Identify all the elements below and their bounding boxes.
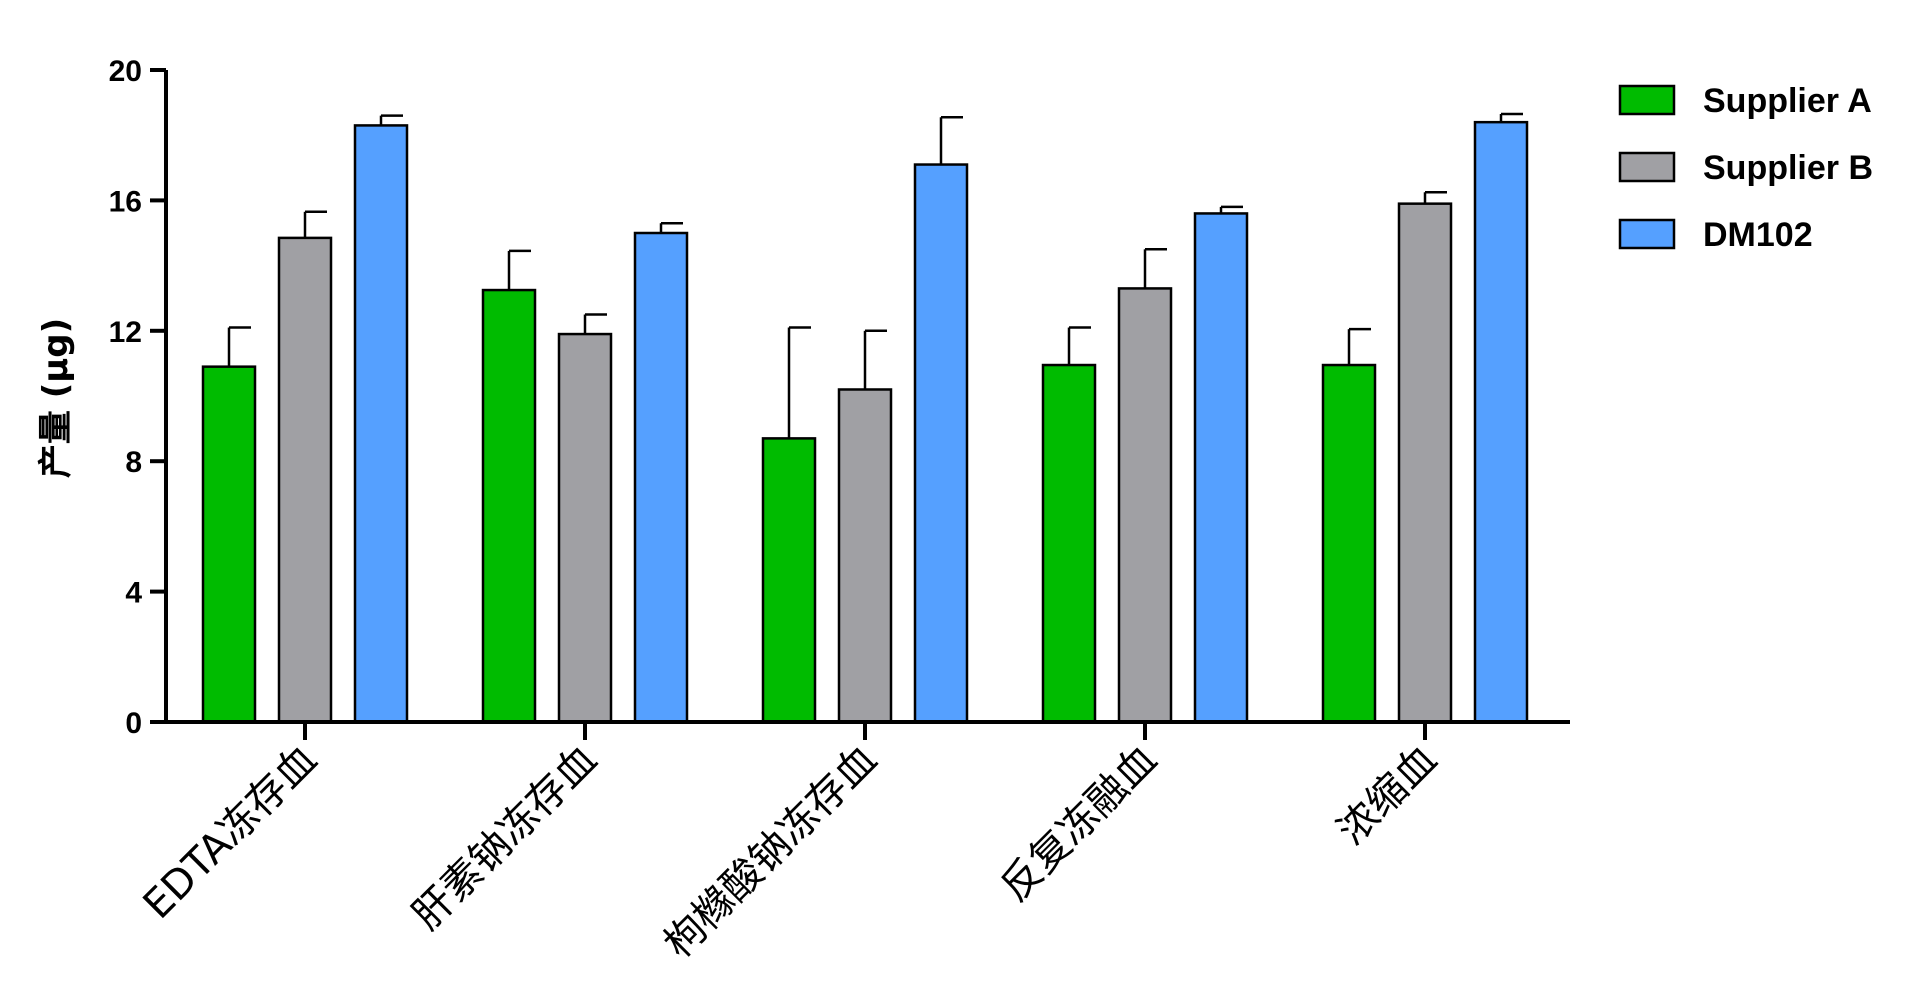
bar <box>557 332 613 724</box>
legend-swatch <box>1618 151 1676 183</box>
bar <box>837 388 893 724</box>
bars-layer <box>201 112 1529 724</box>
x-tick-label: 浓缩血 <box>1329 737 1446 854</box>
bar <box>1041 363 1097 724</box>
y-axis-label: 产量 (μg) <box>36 318 76 478</box>
legend-label: Supplier A <box>1703 82 1872 120</box>
y-tick-label: 20 <box>109 55 142 88</box>
y-tick-label: 16 <box>109 185 142 218</box>
y-tick-label: 0 <box>125 707 142 740</box>
bar <box>353 124 409 724</box>
x-tick-label: EDTA冻存血 <box>135 737 326 928</box>
x-tick-label: 肝素钠冻存血 <box>404 737 606 939</box>
bar <box>1397 202 1453 724</box>
legend-label: Supplier B <box>1703 149 1873 187</box>
legend: Supplier A Supplier B DM102 <box>1618 82 1873 254</box>
y-tick-label: 8 <box>125 446 142 479</box>
bar <box>913 163 969 724</box>
legend-swatch <box>1618 84 1676 116</box>
bar <box>1193 212 1249 724</box>
bar <box>1321 363 1377 724</box>
bar <box>633 231 689 724</box>
bar <box>481 288 537 724</box>
bar <box>201 365 257 724</box>
y-tick-label: 4 <box>125 577 142 610</box>
bar <box>1117 287 1173 724</box>
bar <box>761 437 817 724</box>
x-tick-label: 枸橼酸钠冻存血 <box>656 737 887 968</box>
legend-label: DM102 <box>1703 216 1813 254</box>
bar <box>277 236 333 724</box>
legend-swatch <box>1618 218 1676 250</box>
y-tick-label: 12 <box>109 316 142 349</box>
bar <box>1473 120 1529 724</box>
x-tick-label: 反复冻融血 <box>992 737 1166 911</box>
